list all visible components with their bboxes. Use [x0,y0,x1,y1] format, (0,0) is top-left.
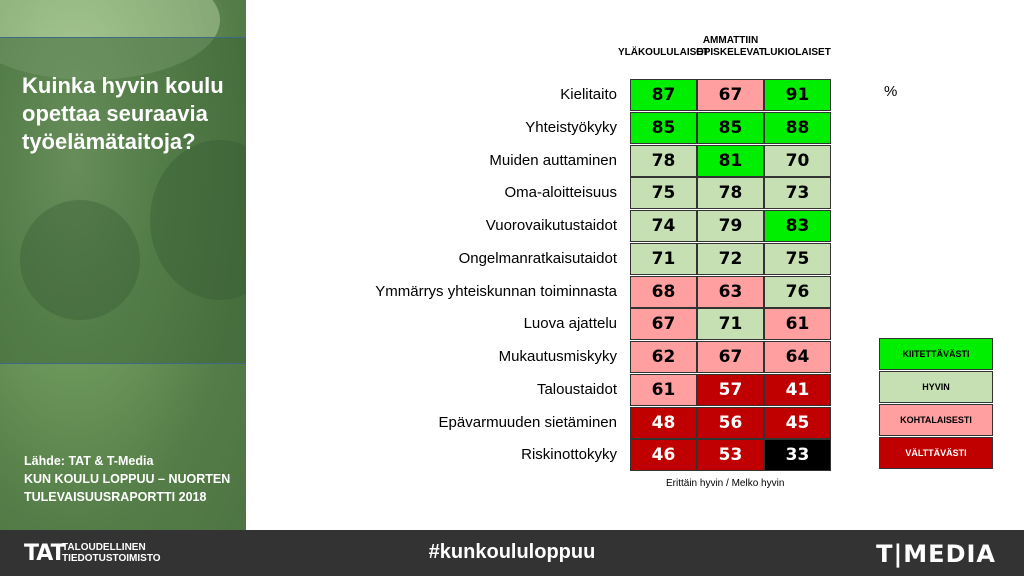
data-cell: 61 [764,308,831,341]
data-cell: 74 [630,210,697,242]
data-cell: 62 [630,341,697,373]
data-cell: 79 [697,210,764,242]
data-cell: 67 [697,341,764,373]
row-label: Taloustaidot [536,380,617,398]
data-cell: 61 [630,373,697,406]
row-label: Yhteistyökyky [525,118,617,136]
slide-title: Kuinka hyvin koulu opettaa seuraavia työ… [22,73,224,154]
hashtag: #kunkoululoppuu [428,541,596,563]
data-cell: 63 [697,275,764,308]
row-label: Ongelmanratkaisutaidot [458,249,617,267]
data-cell: 68 [630,275,697,308]
data-cell: 45 [764,406,831,439]
legend-entry: KOHTALAISESTI [879,404,993,436]
data-cell: 71 [697,308,764,341]
row-label: Luova ajattelu [523,315,617,333]
data-cell: 70 [764,144,831,177]
column-header: LUKIOLAISET [764,47,831,58]
title-box: Kuinka hyvin koulu opettaa seuraavia työ… [0,37,246,364]
data-cell: 85 [630,111,697,144]
data-cell: 76 [764,275,831,308]
column-header: YLÄKOULULAISET [617,47,710,58]
data-cell: 87 [630,79,697,111]
data-cell: 41 [764,373,831,406]
data-cell: 83 [764,210,831,242]
data-cell: 85 [697,111,764,144]
data-cell: 73 [764,177,831,210]
row-label: Riskinottokyky [521,446,617,464]
row-label: Mukautusmiskyky [498,348,617,365]
footnote: Erittäin hyvin / Melko hyvin [666,478,785,489]
data-cell: 56 [697,406,764,439]
row-label: Epävarmuuden sietäminen [438,413,617,431]
column-header: AMMATTIIN OPISKELEVAT [695,35,766,58]
tat-name-line: TALOUDELLINEN [62,542,146,553]
data-cell: 33 [764,439,831,472]
left-panel: Kuinka hyvin koulu opettaa seuraavia työ… [0,0,246,530]
data-cell: 71 [630,242,697,275]
data-cell: 64 [764,341,831,373]
legend-entry: HYVIN [879,371,993,403]
data-cell: 72 [697,242,764,275]
legend-entry: KIITETTÄVÄSTI [879,338,993,370]
tat-name-line: TIEDOTUSTOIMISTO [62,553,161,564]
row-label: Ymmärrys yhteiskunnan toiminnasta [375,282,617,300]
data-cell: 78 [697,177,764,210]
row-label: Kielitaito [560,86,617,103]
data-cell: 46 [630,439,697,472]
source-text: Lähde: TAT & T-Media KUN KOULU LOPPUU – … [24,452,244,506]
data-cell: 67 [697,79,764,111]
source-line: TULEVAISUUSRAPORTTI 2018 [24,490,207,504]
data-cell: 75 [630,177,697,210]
data-cell: 81 [697,144,764,177]
data-cell: 67 [630,308,697,341]
heatmap-table-chart: YLÄKOULULAISET AMMATTIIN OPISKELEVAT LUKIOL… [375,35,993,489]
tat-logo: TAT [24,541,66,566]
unit-label: % [884,83,898,100]
legend-entry: VÄLTTÄVÄSTI [879,437,993,469]
data-cell: 53 [697,439,764,472]
tmedia-logo: T|MEDIA [876,540,996,568]
source-line: Lähde: TAT & T-Media [24,454,154,468]
row-label: Vuorovaikutustaidot [485,217,617,234]
data-cell: 88 [764,111,831,144]
row-label: Oma-aloitteisuus [504,184,617,202]
footer-bar: TAT TALOUDELLINEN TIEDOTUSTOIMISTO #kunk… [0,530,1024,576]
data-cell: 78 [630,144,697,177]
data-cell: 57 [697,373,764,406]
row-label: Muiden auttaminen [489,151,617,169]
source-line: KUN KOULU LOPPUU – NUORTEN [24,472,231,486]
data-cell: 48 [630,406,697,439]
data-cell: 75 [764,242,831,275]
tat-name: TALOUDELLINEN TIEDOTUSTOIMISTO [62,542,161,564]
data-cell: 91 [764,79,831,111]
